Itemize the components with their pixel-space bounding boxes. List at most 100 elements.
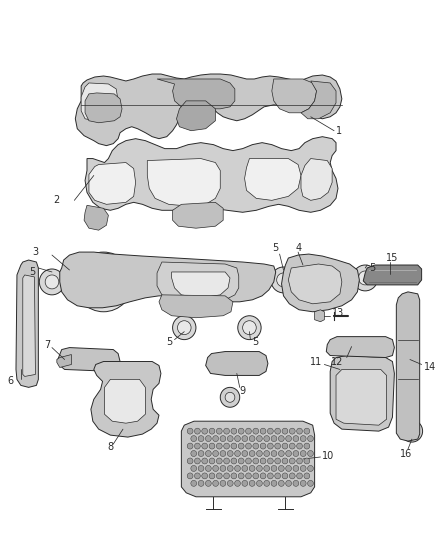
Circle shape — [271, 435, 277, 441]
Circle shape — [231, 473, 237, 479]
Text: 9: 9 — [240, 386, 246, 397]
Circle shape — [286, 480, 292, 486]
Text: 3: 3 — [32, 247, 39, 257]
Circle shape — [202, 428, 208, 434]
Circle shape — [275, 428, 281, 434]
Circle shape — [194, 443, 200, 449]
Circle shape — [187, 443, 193, 449]
Circle shape — [293, 465, 299, 471]
Text: 15: 15 — [386, 253, 399, 263]
Circle shape — [300, 450, 306, 456]
Polygon shape — [157, 262, 239, 302]
Circle shape — [313, 268, 344, 300]
Circle shape — [198, 435, 204, 441]
Circle shape — [246, 428, 251, 434]
Polygon shape — [282, 254, 359, 312]
Ellipse shape — [353, 391, 374, 404]
Text: 13: 13 — [332, 308, 344, 318]
Circle shape — [194, 428, 200, 434]
Circle shape — [271, 450, 277, 456]
Circle shape — [242, 450, 248, 456]
Polygon shape — [288, 264, 342, 304]
Polygon shape — [396, 292, 420, 441]
Circle shape — [275, 458, 281, 464]
Circle shape — [187, 458, 193, 464]
Circle shape — [264, 465, 270, 471]
Circle shape — [260, 443, 266, 449]
Circle shape — [307, 435, 314, 441]
Circle shape — [238, 473, 244, 479]
Circle shape — [213, 435, 219, 441]
Circle shape — [249, 450, 255, 456]
Circle shape — [253, 473, 259, 479]
Circle shape — [268, 458, 273, 464]
Circle shape — [248, 360, 256, 367]
Polygon shape — [91, 361, 161, 437]
Circle shape — [279, 450, 284, 456]
Circle shape — [213, 465, 219, 471]
Circle shape — [271, 267, 296, 293]
Text: 5: 5 — [166, 337, 173, 346]
Circle shape — [290, 428, 295, 434]
Circle shape — [264, 450, 270, 456]
Polygon shape — [60, 252, 276, 308]
Polygon shape — [147, 158, 220, 206]
Polygon shape — [89, 163, 136, 204]
Circle shape — [282, 428, 288, 434]
Circle shape — [217, 356, 233, 372]
Polygon shape — [181, 421, 314, 497]
Circle shape — [249, 480, 255, 486]
Ellipse shape — [346, 386, 380, 408]
Circle shape — [82, 260, 125, 304]
Polygon shape — [336, 369, 387, 425]
Circle shape — [259, 273, 273, 287]
Circle shape — [304, 443, 310, 449]
Circle shape — [275, 443, 281, 449]
Circle shape — [300, 465, 306, 471]
Circle shape — [304, 428, 310, 434]
Circle shape — [246, 473, 251, 479]
Circle shape — [260, 428, 266, 434]
Circle shape — [224, 443, 230, 449]
Circle shape — [198, 450, 204, 456]
Circle shape — [224, 458, 230, 464]
Circle shape — [293, 450, 299, 456]
Circle shape — [250, 273, 263, 287]
Polygon shape — [23, 275, 35, 376]
Circle shape — [220, 387, 240, 407]
Circle shape — [191, 435, 197, 441]
Polygon shape — [57, 354, 71, 367]
Circle shape — [271, 465, 277, 471]
Polygon shape — [301, 158, 332, 200]
Polygon shape — [314, 310, 325, 322]
Polygon shape — [157, 79, 235, 109]
Polygon shape — [81, 83, 118, 121]
Circle shape — [240, 273, 253, 287]
Circle shape — [205, 450, 211, 456]
Circle shape — [277, 273, 290, 287]
Circle shape — [220, 450, 226, 456]
Text: 16: 16 — [400, 449, 412, 459]
Circle shape — [282, 458, 288, 464]
Circle shape — [213, 450, 219, 456]
Circle shape — [235, 480, 240, 486]
Polygon shape — [75, 74, 342, 146]
Text: 11: 11 — [310, 357, 322, 367]
Circle shape — [268, 428, 273, 434]
Circle shape — [242, 480, 248, 486]
Text: 5: 5 — [29, 267, 35, 277]
Circle shape — [213, 480, 219, 486]
Circle shape — [216, 458, 222, 464]
Polygon shape — [177, 101, 215, 131]
Circle shape — [243, 321, 256, 335]
Circle shape — [300, 435, 306, 441]
Circle shape — [257, 450, 262, 456]
Circle shape — [244, 356, 260, 372]
Text: 14: 14 — [424, 362, 436, 373]
Circle shape — [227, 465, 233, 471]
Circle shape — [297, 458, 303, 464]
Circle shape — [260, 473, 266, 479]
Circle shape — [231, 458, 237, 464]
Circle shape — [279, 465, 284, 471]
Circle shape — [242, 435, 248, 441]
